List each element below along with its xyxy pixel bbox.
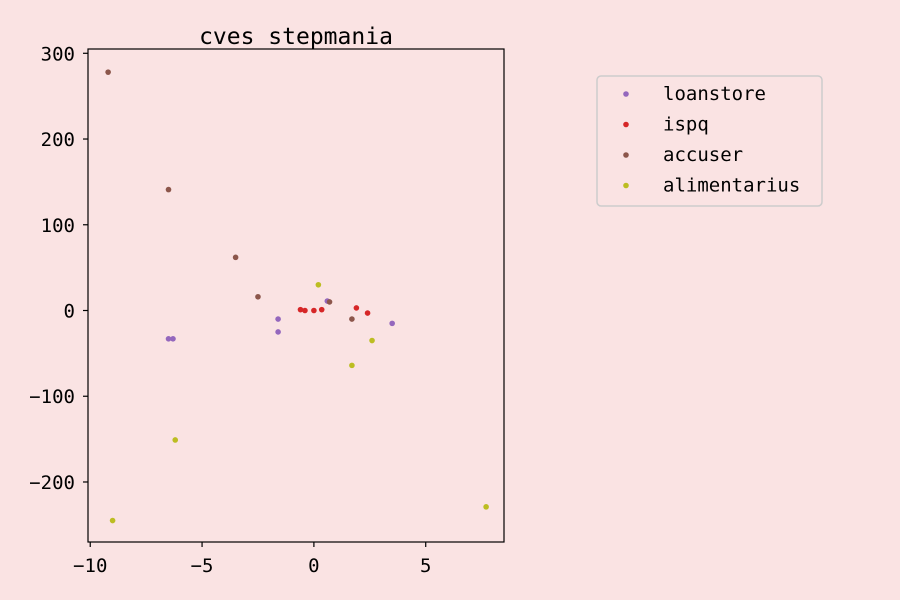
data-point — [311, 307, 317, 314]
data-point — [255, 293, 261, 300]
legend-marker — [623, 121, 629, 128]
plot-frame — [87, 48, 505, 543]
data-point — [483, 504, 489, 510]
legend-label: alimentarius — [663, 175, 800, 197]
data-point — [349, 362, 355, 369]
legend-label: ispq — [663, 114, 709, 136]
data-point — [172, 437, 179, 443]
x-tick-label: 0 — [308, 555, 319, 577]
data-point — [275, 329, 281, 335]
data-point — [389, 320, 395, 327]
plot-axes: −10 −5 0 5 300 200 100 0 −100 −200 — [29, 43, 505, 577]
series-ispq — [297, 305, 371, 316]
data-points — [105, 69, 489, 524]
y-tick-label: −200 — [29, 472, 75, 494]
y-tick-label: −100 — [29, 386, 75, 408]
y-tick-label: 200 — [41, 129, 75, 151]
data-point — [165, 186, 172, 193]
legend-marker — [623, 182, 629, 189]
data-point — [232, 254, 239, 261]
legend-marker — [623, 152, 629, 158]
x-tick-label: −5 — [191, 555, 214, 577]
data-point — [297, 306, 304, 313]
data-point — [318, 306, 325, 313]
y-tick-label: 0 — [64, 301, 75, 323]
data-point — [364, 310, 371, 316]
legend-label: loanstore — [663, 83, 766, 105]
data-point — [165, 335, 172, 342]
data-point — [170, 335, 176, 342]
y-tick-label: 300 — [41, 43, 75, 65]
data-point — [302, 307, 308, 314]
data-point — [105, 69, 111, 75]
data-point — [275, 316, 281, 322]
data-point — [369, 337, 375, 344]
data-point — [315, 281, 322, 288]
chart-title: cves stepmania — [199, 24, 393, 50]
data-point — [353, 305, 360, 311]
x-tick-label: −10 — [73, 555, 107, 577]
series-loanstore — [165, 298, 395, 342]
legend: loanstore ispq accuser alimentarius — [596, 75, 823, 207]
data-point — [109, 517, 116, 524]
series-accuser — [105, 69, 355, 322]
y-tick-label: 100 — [41, 215, 75, 237]
data-point — [326, 299, 333, 305]
x-tick-label: 5 — [420, 555, 431, 577]
series-alimentarius — [109, 281, 489, 524]
legend-label: accuser — [663, 144, 743, 166]
data-point — [349, 316, 355, 322]
legend-marker — [623, 91, 629, 97]
legend-box — [596, 75, 823, 207]
